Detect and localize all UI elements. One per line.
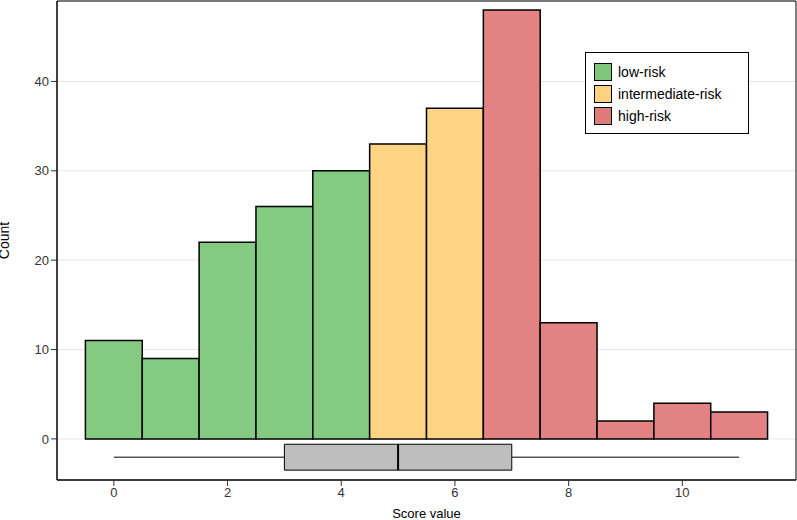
svg-text:0: 0	[42, 432, 49, 447]
svg-text:8: 8	[565, 485, 572, 500]
svg-text:2: 2	[224, 485, 231, 500]
svg-text:0: 0	[110, 485, 117, 500]
svg-text:30: 30	[35, 163, 49, 178]
svg-text:10: 10	[675, 485, 689, 500]
svg-text:40: 40	[35, 74, 49, 89]
svg-text:10: 10	[35, 342, 49, 357]
html-text:low-risk: low-risk	[618, 64, 666, 80]
html-text:intermediate-risk: intermediate-risk	[618, 86, 722, 102]
svg-text:20: 20	[35, 253, 49, 268]
html-text:high-risk: high-risk	[618, 108, 671, 124]
svg-text:Count: Count	[8, 222, 12, 259]
svg-text:Score value: Score value	[392, 506, 461, 520]
svg-text:4: 4	[338, 485, 345, 500]
svg-text:6: 6	[451, 485, 458, 500]
